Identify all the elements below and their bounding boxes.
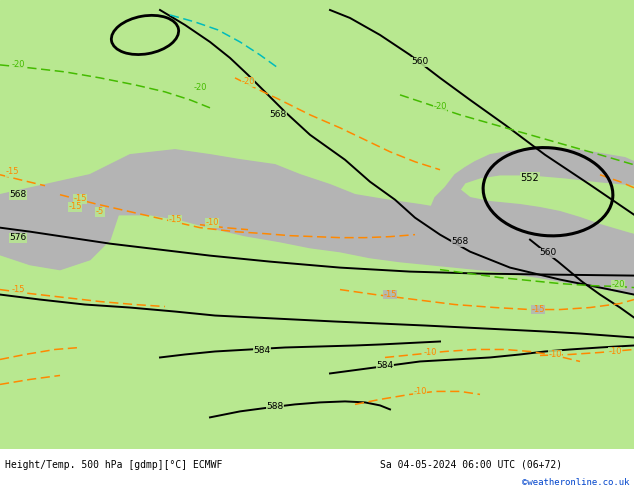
Polygon shape bbox=[0, 310, 634, 449]
Polygon shape bbox=[430, 148, 634, 255]
Text: -15: -15 bbox=[11, 285, 25, 294]
Text: -10: -10 bbox=[548, 350, 562, 359]
Text: -20: -20 bbox=[611, 280, 624, 289]
Text: 584: 584 bbox=[377, 361, 394, 370]
Text: 568: 568 bbox=[10, 190, 27, 199]
Text: 560: 560 bbox=[540, 248, 557, 257]
Text: -20: -20 bbox=[433, 102, 447, 111]
Text: Sa 04-05-2024 06:00 UTC (06+72): Sa 04-05-2024 06:00 UTC (06+72) bbox=[380, 460, 562, 470]
Text: 568: 568 bbox=[269, 110, 287, 120]
Text: -10: -10 bbox=[205, 218, 219, 227]
Text: -15: -15 bbox=[531, 305, 545, 314]
Polygon shape bbox=[0, 150, 634, 294]
Text: -20: -20 bbox=[193, 83, 207, 93]
Text: -15: -15 bbox=[5, 167, 19, 176]
Text: -15: -15 bbox=[383, 290, 397, 299]
Text: ©weatheronline.co.uk: ©weatheronline.co.uk bbox=[522, 478, 629, 487]
Text: -20: -20 bbox=[242, 77, 255, 86]
Text: -15: -15 bbox=[74, 194, 87, 203]
Text: 568: 568 bbox=[451, 237, 469, 246]
Text: 584: 584 bbox=[254, 346, 271, 355]
Text: -10: -10 bbox=[608, 347, 622, 356]
Text: -15: -15 bbox=[68, 202, 82, 211]
Text: 552: 552 bbox=[521, 173, 540, 183]
Text: -20: -20 bbox=[11, 60, 25, 70]
Text: -5: -5 bbox=[96, 207, 104, 216]
Text: -10: -10 bbox=[413, 387, 427, 396]
Polygon shape bbox=[0, 180, 120, 270]
Text: -10: -10 bbox=[424, 348, 437, 357]
Text: Height/Temp. 500 hPa [gdmp][°C] ECMWF: Height/Temp. 500 hPa [gdmp][°C] ECMWF bbox=[5, 460, 223, 470]
Text: 576: 576 bbox=[10, 233, 27, 242]
Text: -15: -15 bbox=[168, 215, 182, 224]
Text: 560: 560 bbox=[411, 57, 429, 67]
Text: 588: 588 bbox=[266, 402, 283, 411]
